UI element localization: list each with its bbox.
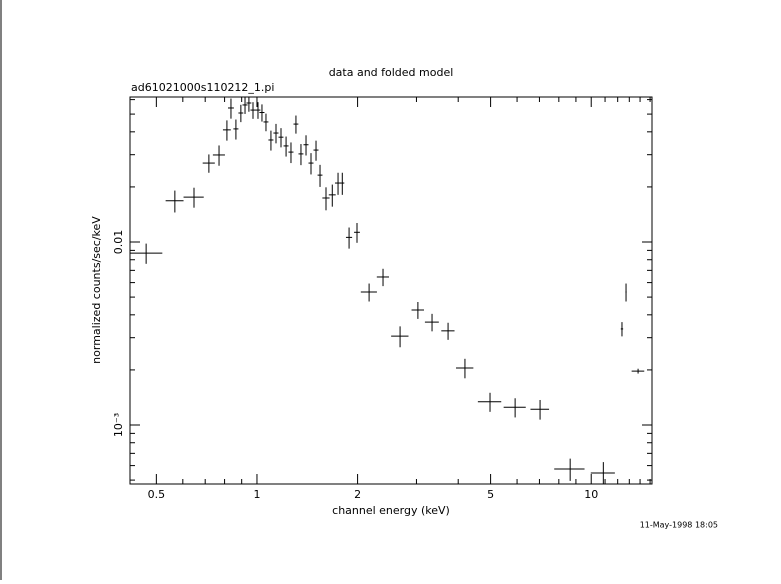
chart-subtitle: ad61021000s110212_1.pi [131, 81, 274, 94]
chart-title: data and folded model [329, 66, 454, 79]
timestamp: 11-May-1998 18:05 [640, 521, 718, 530]
y-tick-label: 10⁻³ [112, 413, 125, 437]
y-tick-label: 0.01 [112, 230, 125, 255]
x-tick-label: 10 [584, 488, 598, 501]
plot-frame [129, 96, 653, 485]
x-tick-label: 1 [253, 488, 260, 501]
data-points [130, 97, 645, 484]
x-tick-label: 5 [487, 488, 494, 501]
x-tick-label: 2 [354, 488, 361, 501]
x-tick-label: 0.5 [148, 488, 166, 501]
y-axis-label: normalized counts/sec/keV [90, 216, 103, 364]
x-axis-label: channel energy (keV) [332, 504, 450, 517]
